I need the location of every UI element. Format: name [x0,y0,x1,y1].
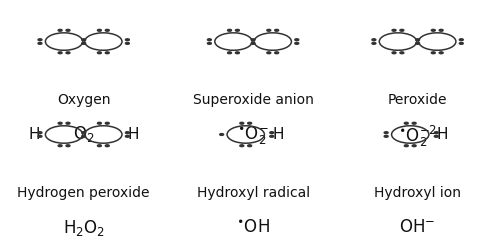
Circle shape [228,29,232,31]
Text: H: H [272,127,284,142]
Circle shape [460,39,464,41]
Circle shape [240,122,244,124]
Text: O$_2$: O$_2$ [73,124,94,144]
Circle shape [295,39,299,41]
Text: H: H [29,127,40,142]
Circle shape [400,52,404,54]
Circle shape [98,145,102,147]
Circle shape [404,122,408,124]
Circle shape [98,52,102,54]
Circle shape [240,145,244,147]
Circle shape [66,145,70,147]
Circle shape [251,42,255,44]
Circle shape [38,39,42,41]
Circle shape [126,42,130,44]
Circle shape [220,134,224,136]
Circle shape [106,52,109,54]
Circle shape [82,42,86,44]
Circle shape [416,39,420,41]
Circle shape [126,132,130,134]
Text: $^{\bullet}$O$_2^{-2}$: $^{\bullet}$O$_2^{-2}$ [398,124,437,149]
Circle shape [82,136,86,137]
Text: H$_2$O$_2$: H$_2$O$_2$ [62,218,104,238]
Circle shape [274,52,278,54]
Circle shape [460,42,464,44]
Circle shape [98,122,102,124]
Circle shape [58,122,62,124]
Text: Hydroxyl ion: Hydroxyl ion [374,186,461,200]
Circle shape [236,29,240,31]
Circle shape [416,42,420,44]
Circle shape [66,122,70,124]
Circle shape [236,52,240,54]
Circle shape [432,29,436,31]
Text: $^{\bullet}$OH: $^{\bullet}$OH [236,218,270,236]
Circle shape [270,132,274,134]
Circle shape [106,145,109,147]
Circle shape [106,122,109,124]
Circle shape [58,52,62,54]
Circle shape [58,29,62,31]
Text: $^{\bullet}$O$_2^{-}$: $^{\bullet}$O$_2^{-}$ [237,124,269,146]
Circle shape [432,52,436,54]
Circle shape [295,42,299,44]
Circle shape [372,39,376,41]
Circle shape [434,132,438,134]
Text: H: H [127,127,138,142]
Circle shape [106,29,109,31]
Text: H: H [437,127,448,142]
Text: Oxygen: Oxygen [57,93,110,107]
Circle shape [38,132,42,134]
Circle shape [248,122,252,124]
Circle shape [404,145,408,147]
Text: Hydrogen peroxide: Hydrogen peroxide [18,186,150,200]
Circle shape [412,122,416,124]
Circle shape [400,29,404,31]
Circle shape [372,42,376,44]
Circle shape [228,52,232,54]
Circle shape [267,29,271,31]
Circle shape [384,132,388,134]
Circle shape [439,29,443,31]
Circle shape [126,136,130,137]
Circle shape [267,52,271,54]
Circle shape [82,39,86,41]
Circle shape [38,136,42,137]
Circle shape [439,52,443,54]
Text: Hydroxyl radical: Hydroxyl radical [196,186,310,200]
Circle shape [251,39,255,41]
Text: OH$^{-}$: OH$^{-}$ [400,218,436,236]
Circle shape [248,145,252,147]
Circle shape [392,52,396,54]
Text: Peroxide: Peroxide [388,93,448,107]
Circle shape [434,136,438,137]
Circle shape [66,29,70,31]
Circle shape [412,145,416,147]
Circle shape [126,39,130,41]
Circle shape [384,136,388,137]
Circle shape [58,145,62,147]
Circle shape [274,29,278,31]
Circle shape [208,42,212,44]
Circle shape [82,132,86,134]
Circle shape [270,136,274,137]
Circle shape [392,29,396,31]
Circle shape [66,52,70,54]
Circle shape [38,42,42,44]
Text: Superoxide anion: Superoxide anion [192,93,314,107]
Circle shape [98,29,102,31]
Circle shape [208,39,212,41]
